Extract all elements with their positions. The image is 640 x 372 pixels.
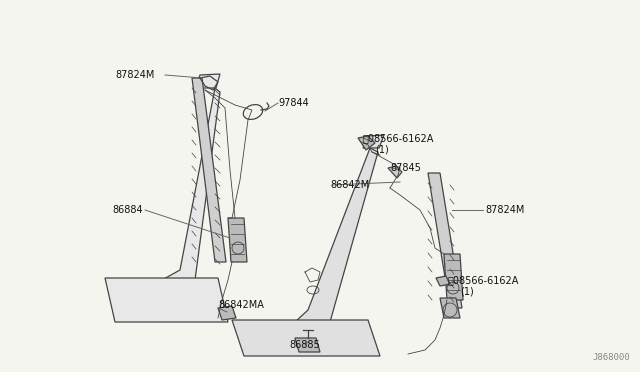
Text: 97844: 97844 — [278, 98, 308, 108]
Text: Ⓢ08566-6162A: Ⓢ08566-6162A — [363, 133, 435, 143]
Text: (1): (1) — [460, 287, 474, 297]
Polygon shape — [428, 173, 462, 308]
Polygon shape — [228, 218, 247, 262]
Polygon shape — [218, 306, 236, 320]
Text: 86884: 86884 — [113, 205, 143, 215]
Polygon shape — [195, 74, 220, 88]
Text: (1): (1) — [375, 145, 388, 155]
Polygon shape — [192, 78, 226, 262]
Polygon shape — [295, 338, 320, 352]
Text: Ⓢ08566-6162A: Ⓢ08566-6162A — [448, 275, 520, 285]
Text: 87824M: 87824M — [485, 205, 524, 215]
Text: J868000: J868000 — [593, 353, 630, 362]
Polygon shape — [436, 276, 450, 286]
Polygon shape — [295, 148, 378, 322]
Polygon shape — [444, 254, 463, 300]
Text: 87824M: 87824M — [116, 70, 155, 80]
Polygon shape — [363, 135, 384, 148]
Polygon shape — [358, 136, 375, 150]
Polygon shape — [440, 298, 460, 318]
Text: 86885: 86885 — [290, 340, 321, 350]
Polygon shape — [232, 320, 380, 356]
Polygon shape — [388, 166, 402, 178]
Polygon shape — [105, 278, 228, 322]
Text: 86842MA: 86842MA — [218, 300, 264, 310]
Text: 87845: 87845 — [390, 163, 421, 173]
Polygon shape — [162, 88, 220, 280]
Text: 86842M: 86842M — [330, 180, 369, 190]
